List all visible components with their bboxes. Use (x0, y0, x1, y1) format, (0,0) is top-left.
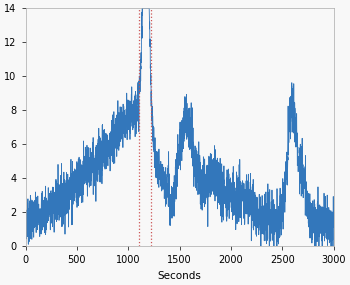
X-axis label: Seconds: Seconds (158, 271, 202, 281)
